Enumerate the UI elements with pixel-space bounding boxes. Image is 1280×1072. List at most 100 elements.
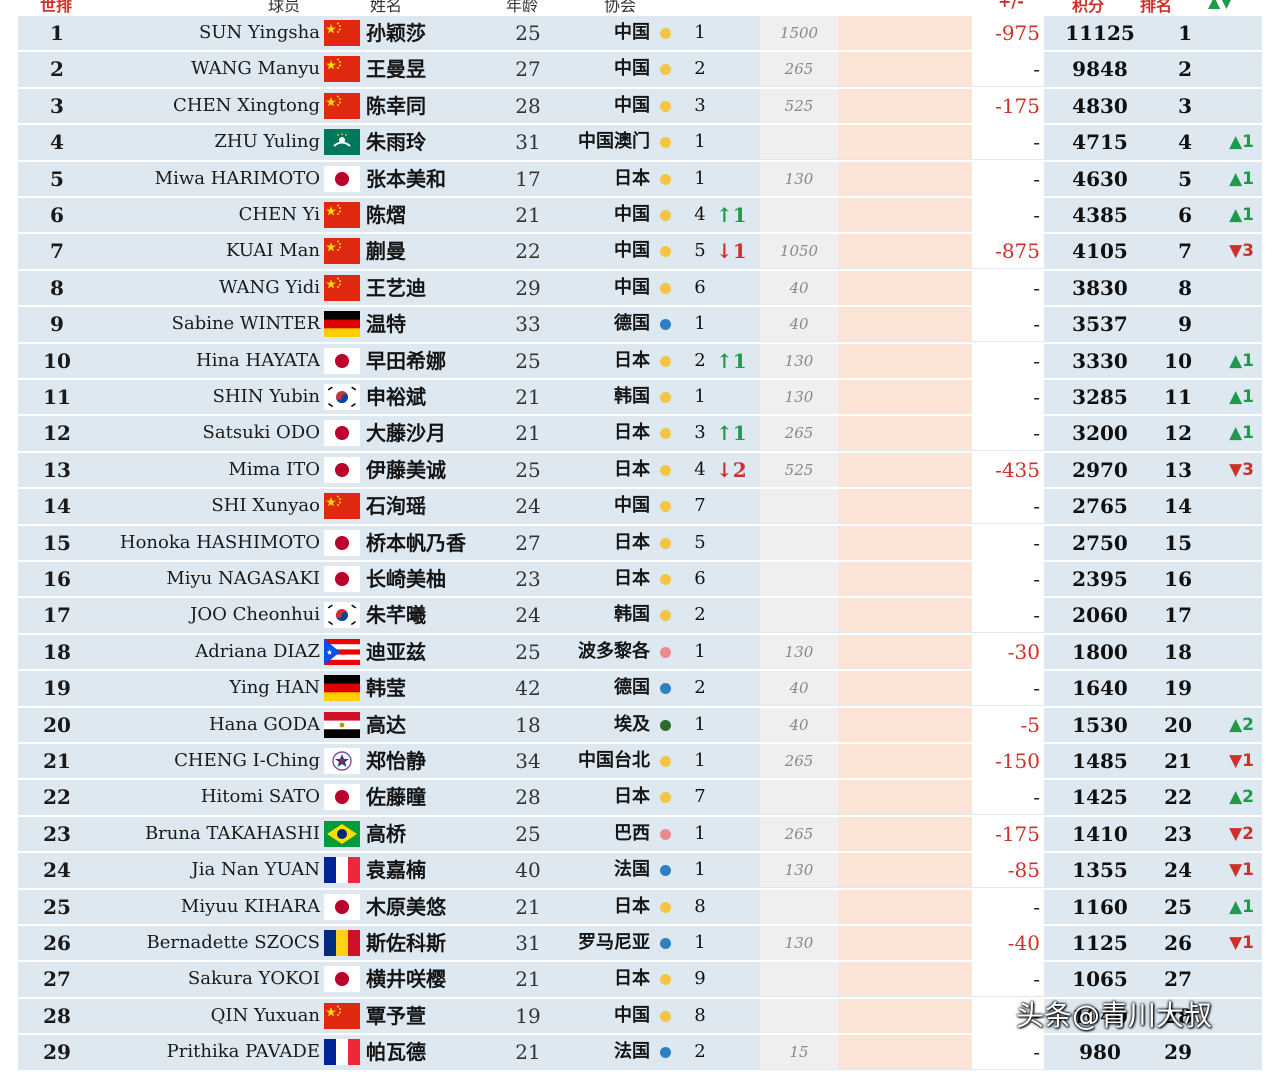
association-rank: 1 <box>694 22 706 43</box>
table-row: 6 CHEN Yi 陈熠 21 中国 4 ↑1 - 4385 6 ▲1 <box>18 198 1262 235</box>
player-age: 25 <box>515 21 541 45</box>
points-column-band <box>760 452 838 487</box>
rank-movement <box>1178 489 1254 523</box>
association-rank-change <box>716 817 746 851</box>
association-rank-change <box>716 380 746 414</box>
cn-flag-icon <box>324 274 360 301</box>
world-rank: 8 <box>50 275 64 300</box>
association-dot <box>660 392 671 403</box>
cn-flag-icon <box>324 56 360 83</box>
association-rank-change <box>716 890 746 924</box>
association-rank: 2 <box>694 604 706 626</box>
association-rank-change <box>716 16 746 50</box>
total-points: 2750 <box>1072 530 1128 555</box>
player-age: 21 <box>515 203 541 227</box>
points-delta: - <box>1033 894 1040 919</box>
delta-column-band <box>972 926 1044 960</box>
total-points: 2765 <box>1072 494 1128 519</box>
table-row: 17 JOO Cheonhui 朱芊曦 24 韩国 2 - 2060 17 <box>18 598 1262 635</box>
table-row: 18 Adriana DIAZ 迪亚兹 25 波多黎各 1 130 -30 1800 18 <box>18 634 1262 672</box>
world-rank: 3 <box>50 93 64 118</box>
rank-movement: ▲1 <box>1229 168 1254 189</box>
association-rank-change <box>716 89 746 123</box>
association-rank: 5 <box>694 240 706 262</box>
association-rank-change <box>716 999 746 1033</box>
delta-column-band <box>972 962 1044 997</box>
rank-movement: ▲1 <box>1229 387 1254 407</box>
table-row: 16 Miyu NAGASAKI 长崎美柚 23 日本 6 - 2395 16 <box>18 562 1262 599</box>
new-rank: 4 <box>1178 130 1192 155</box>
association: 韩国 <box>614 604 650 626</box>
player-name-cn: 帕瓦德 <box>366 1040 426 1065</box>
blank-column-band <box>838 1035 972 1070</box>
delta-column-band <box>972 889 1044 924</box>
player-name-en: Hitomi SATO <box>200 786 320 808</box>
player-name-cn: 长崎美柚 <box>366 567 446 591</box>
total-points: 1065 <box>1072 967 1128 992</box>
pr-flag-icon <box>324 638 360 665</box>
world-rank: 2 <box>50 57 64 82</box>
delta-column-band <box>972 198 1044 232</box>
association-rank-change <box>716 635 746 669</box>
association-dot <box>660 501 671 513</box>
association-dot <box>660 173 671 185</box>
new-rank: 15 <box>1164 530 1192 555</box>
association: 日本 <box>614 786 650 808</box>
table-row: 14 SHI Xunyao 石洵瑶 24 中国 7 - 2765 14 <box>18 489 1262 526</box>
defended-points <box>760 526 838 560</box>
player-name-en: Prithika PAVADE <box>166 1041 320 1063</box>
blank-column-band <box>838 889 972 924</box>
table-row: 12 Satsuki ODO 大藤沙月 21 日本 3 ↑1 265 - 3200 12 ▲1 <box>18 416 1262 453</box>
total-points: 1160 <box>1072 894 1128 919</box>
player-name-en: WANG Yidi <box>218 276 320 298</box>
association: 中国台北 <box>578 750 650 771</box>
delta-column-band <box>972 853 1044 888</box>
player-name-cn: 大藤沙月 <box>366 421 446 446</box>
points-column-band <box>760 307 838 342</box>
points-delta: -85 <box>1007 858 1040 883</box>
player-name-cn: 木原美悠 <box>366 894 446 919</box>
cn-flag-icon <box>324 1002 360 1029</box>
rank-movement: ▲1 <box>1229 896 1254 917</box>
jp-flag-icon <box>324 347 360 374</box>
association: 日本 <box>614 458 650 480</box>
points-column-band <box>760 161 838 196</box>
cn-flag-icon <box>324 202 360 228</box>
points-delta: -40 <box>1007 931 1040 955</box>
player-age: 27 <box>515 57 541 82</box>
header-delta: +/- <box>998 0 1024 11</box>
player-name-en: CHEN Xingtong <box>173 94 320 116</box>
delta-column-band <box>972 780 1044 815</box>
defended-points <box>760 999 838 1033</box>
world-rank: 7 <box>50 239 64 264</box>
tpe-flag-icon <box>324 748 360 774</box>
table-row: 5 Miwa HARIMOTO 张本美和 17 日本 1 130 - 4630 5 ▲1 <box>18 161 1262 198</box>
association-dot <box>660 756 671 767</box>
association: 中国 <box>614 276 650 298</box>
association-dot <box>660 865 671 877</box>
player-age: 21 <box>515 421 541 446</box>
association: 中国澳门 <box>578 131 650 153</box>
total-points: 3830 <box>1072 275 1128 300</box>
association-dot <box>660 28 671 39</box>
points-column-band <box>760 270 838 305</box>
points-delta: - <box>1033 421 1040 446</box>
blank-column-band <box>838 562 972 596</box>
total-points: 4715 <box>1072 130 1128 155</box>
total-points: 4385 <box>1072 203 1128 227</box>
player-name-cn: 石洵瑶 <box>366 494 426 519</box>
association: 韩国 <box>614 386 650 407</box>
delta-column-band <box>972 161 1044 196</box>
defended-points <box>760 125 838 159</box>
association-rank: 6 <box>694 276 706 298</box>
points-column-band <box>760 52 838 87</box>
world-rank: 25 <box>43 894 71 919</box>
points-delta: - <box>1033 676 1040 701</box>
world-rank: 9 <box>50 312 64 337</box>
association-dot <box>660 282 671 294</box>
delta-column-band <box>972 88 1044 123</box>
points-delta: -5 <box>1020 712 1040 737</box>
blank-column-band <box>838 380 972 414</box>
association-dot <box>660 792 671 804</box>
player-age: 31 <box>515 130 541 155</box>
